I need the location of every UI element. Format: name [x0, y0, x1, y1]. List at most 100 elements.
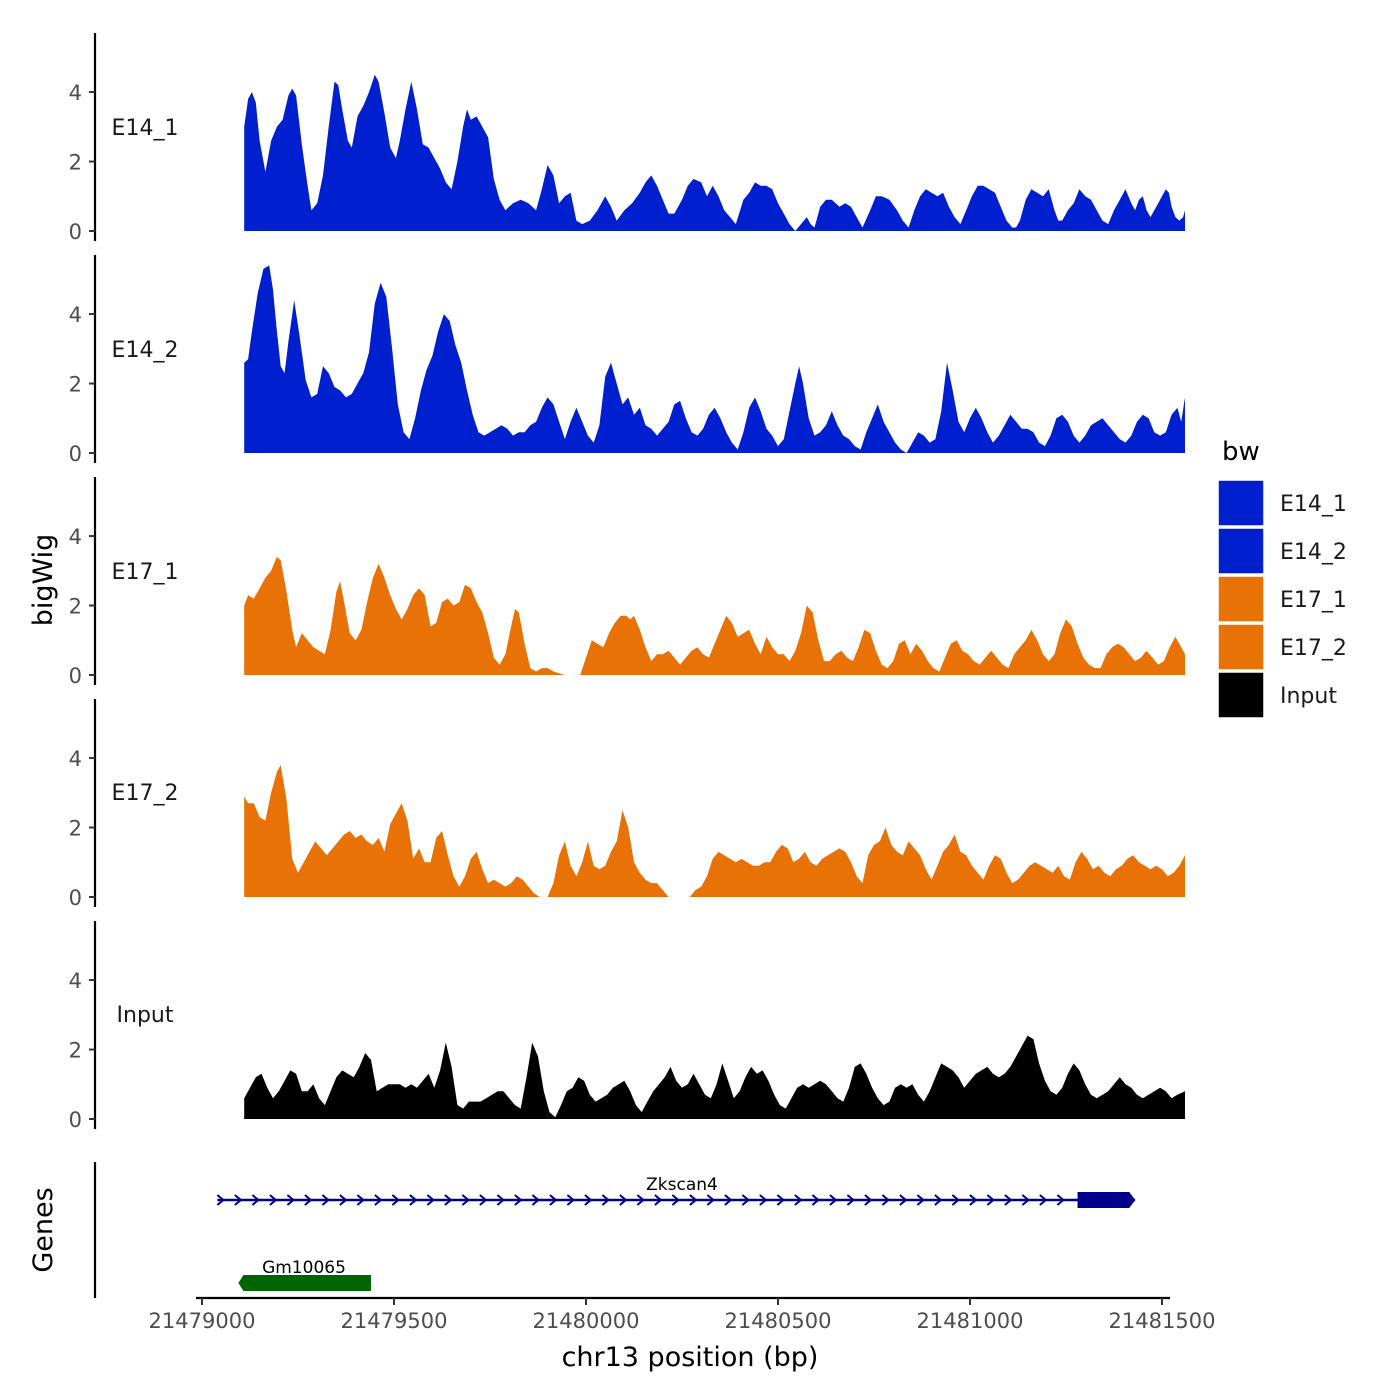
strand-arrow — [899, 1194, 908, 1206]
legend-item-Input: Input — [1217, 671, 1337, 719]
legend-label: E14_1 — [1280, 492, 1347, 517]
strand-arrow — [269, 1194, 278, 1206]
y-tick-label: 2 — [69, 595, 82, 619]
coverage-area-E17_1 — [244, 556, 1185, 675]
gene-track: Zkscan4 Gm10065 — [93, 1162, 1136, 1298]
strand-arrow — [584, 1194, 593, 1206]
y-tick-label: 2 — [69, 151, 82, 175]
y-tick-label: 2 — [69, 1039, 82, 1063]
legend-item-E14_2: E14_2 — [1217, 527, 1347, 575]
strand-arrow — [251, 1194, 260, 1206]
y-tick-label: 4 — [69, 303, 82, 327]
y-tick-label: 4 — [69, 525, 82, 549]
legend-title: bw — [1222, 437, 1260, 467]
gene-exon — [1077, 1192, 1136, 1208]
strand-arrow — [549, 1194, 558, 1206]
strand-arrow — [794, 1194, 803, 1206]
legend-label: E17_2 — [1280, 636, 1347, 661]
x-tick-label: 21481000 — [917, 1309, 1024, 1333]
coverage-area-E17_2 — [244, 765, 1185, 897]
y-axis-title: bigWig — [28, 534, 59, 627]
track-label: Input — [117, 1003, 174, 1028]
track-E17_2: 0 2 4 E17_2 — [69, 699, 1185, 910]
y-tick-label: 4 — [69, 969, 82, 993]
x-tick-label: 21480000 — [533, 1309, 640, 1333]
legend-item-E14_1: E14_1 — [1217, 479, 1347, 527]
coverage-tracks: 0 2 4 E14_1 0 2 4 E14_2 0 2 4 E17_1 0 2 4 E17_2 0 2 4 Input — [69, 33, 1185, 1132]
strand-arrow — [741, 1194, 750, 1206]
track-label: E14_1 — [112, 116, 179, 141]
strand-arrow — [619, 1194, 628, 1206]
legend-label: E14_2 — [1280, 540, 1347, 565]
y-tick-label: 0 — [69, 220, 82, 244]
strand-arrow — [1021, 1194, 1030, 1206]
x-axis: 21479000 21479500 21480000 21480500 21481000… — [149, 1296, 1215, 1333]
strand-arrow — [234, 1194, 243, 1206]
strand-arrow — [881, 1194, 890, 1206]
strand-arrow — [846, 1194, 855, 1206]
track-Input: 0 2 4 Input — [69, 921, 1185, 1132]
strand-arrow — [461, 1194, 470, 1206]
legend-label: E17_1 — [1280, 588, 1347, 613]
gene-label: Zkscan4 — [646, 1175, 718, 1195]
track-label: E14_2 — [112, 338, 179, 363]
strand-arrow — [216, 1194, 225, 1206]
strand-arrow — [391, 1194, 400, 1206]
gene-exon — [238, 1275, 371, 1291]
strand-arrow — [776, 1194, 785, 1206]
y-tick-label: 0 — [69, 886, 82, 910]
strand-arrow — [969, 1194, 978, 1206]
gene-label: Gm10065 — [262, 1258, 346, 1278]
strand-arrow — [601, 1194, 610, 1206]
strand-arrow — [496, 1194, 505, 1206]
legend-swatch — [1217, 575, 1265, 623]
x-tick-label: 21480500 — [725, 1309, 832, 1333]
strand-arrow — [1004, 1194, 1013, 1206]
legend-label: Input — [1280, 684, 1337, 709]
legend-swatch — [1217, 479, 1265, 527]
track-E17_1: 0 2 4 E17_1 — [69, 477, 1185, 688]
x-tick-label: 21479500 — [341, 1309, 448, 1333]
strand-arrow — [706, 1194, 715, 1206]
strand-arrow — [339, 1194, 348, 1206]
strand-arrow — [986, 1194, 995, 1206]
y-tick-label: 0 — [69, 664, 82, 688]
legend: bw E14_1 E14_2 E17_1 E17_2 Input — [1217, 437, 1347, 719]
y-tick-label: 2 — [69, 817, 82, 841]
track-label: E17_1 — [112, 560, 179, 585]
strand-arrow — [689, 1194, 698, 1206]
strand-arrow — [321, 1194, 330, 1206]
strand-arrow — [1039, 1194, 1048, 1206]
legend-swatch — [1217, 623, 1265, 671]
coverage-area-E14_2 — [244, 265, 1185, 453]
strand-arrow — [286, 1194, 295, 1206]
strand-arrow — [934, 1194, 943, 1206]
track-E14_2: 0 2 4 E14_2 — [69, 255, 1185, 466]
track-label: E17_2 — [112, 781, 179, 806]
strand-arrow — [409, 1194, 418, 1206]
strand-arrow — [514, 1194, 523, 1206]
strand-arrow — [531, 1194, 540, 1206]
strand-arrow — [829, 1194, 838, 1206]
strand-arrow — [654, 1194, 663, 1206]
strand-arrow — [759, 1194, 768, 1206]
strand-arrow — [671, 1194, 680, 1206]
strand-arrow — [636, 1194, 645, 1206]
strand-arrow — [566, 1194, 575, 1206]
y-tick-label: 0 — [69, 442, 82, 466]
x-axis-title: chr13 position (bp) — [562, 1342, 819, 1373]
gene-Gm10065: Gm10065 — [238, 1258, 371, 1291]
strand-arrow — [479, 1194, 488, 1206]
track-E14_1: 0 2 4 E14_1 — [69, 33, 1185, 244]
strand-arrow — [1056, 1194, 1065, 1206]
y-tick-label: 4 — [69, 747, 82, 771]
strand-arrow — [916, 1194, 925, 1206]
gene-Zkscan4: Zkscan4 — [216, 1175, 1136, 1208]
coverage-area-E14_1 — [244, 74, 1185, 231]
legend-swatch — [1217, 671, 1265, 719]
x-tick-label: 21479000 — [149, 1309, 256, 1333]
legend-swatch — [1217, 527, 1265, 575]
strand-arrow — [724, 1194, 733, 1206]
